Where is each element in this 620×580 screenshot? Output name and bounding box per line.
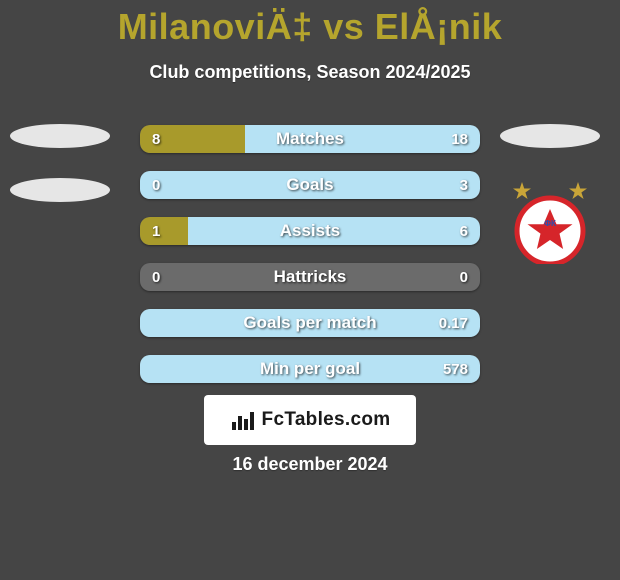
player2-badges — [500, 124, 600, 148]
player1-value: 0 — [152, 263, 160, 291]
brand-text: FcTables.com — [262, 409, 391, 431]
player2-badge-1 — [500, 124, 600, 148]
stat-row: 578Min per goal — [140, 355, 480, 383]
date: 16 december 2024 — [0, 454, 620, 475]
stat-row: 0.17Goals per match — [140, 309, 480, 337]
player2-value: 0 — [460, 263, 468, 291]
stat-row: 818Matches — [140, 125, 480, 153]
player2-fill — [245, 125, 480, 153]
player2-fill — [140, 309, 480, 337]
comparison-chart: 818Matches 03Goals 16Assists 0 0Hattricks 0.1… — [140, 125, 480, 401]
stat-row: 0 0Hattricks — [140, 263, 480, 291]
player2-fill — [140, 355, 480, 383]
player1-badge-2 — [10, 178, 110, 202]
crvena-zvezda-icon: ФК — [500, 178, 600, 264]
player2-fill — [188, 217, 480, 245]
svg-text:ФК: ФК — [544, 219, 556, 228]
stat-label: Hattricks — [140, 263, 480, 291]
player1-fill — [140, 125, 245, 153]
stat-row: 16Assists — [140, 217, 480, 245]
player1-badges — [10, 124, 110, 232]
club-logo: ФК — [500, 178, 600, 264]
page-title: MilanoviÄ‡ vs ElÅ¡nik — [0, 0, 620, 48]
player2-fill — [140, 171, 480, 199]
bars-icon — [230, 408, 256, 432]
player1-fill — [140, 217, 188, 245]
player1-badge-1 — [10, 124, 110, 148]
stat-row: 03Goals — [140, 171, 480, 199]
brand-badge: FcTables.com — [204, 395, 416, 445]
subtitle: Club competitions, Season 2024/2025 — [0, 62, 620, 83]
